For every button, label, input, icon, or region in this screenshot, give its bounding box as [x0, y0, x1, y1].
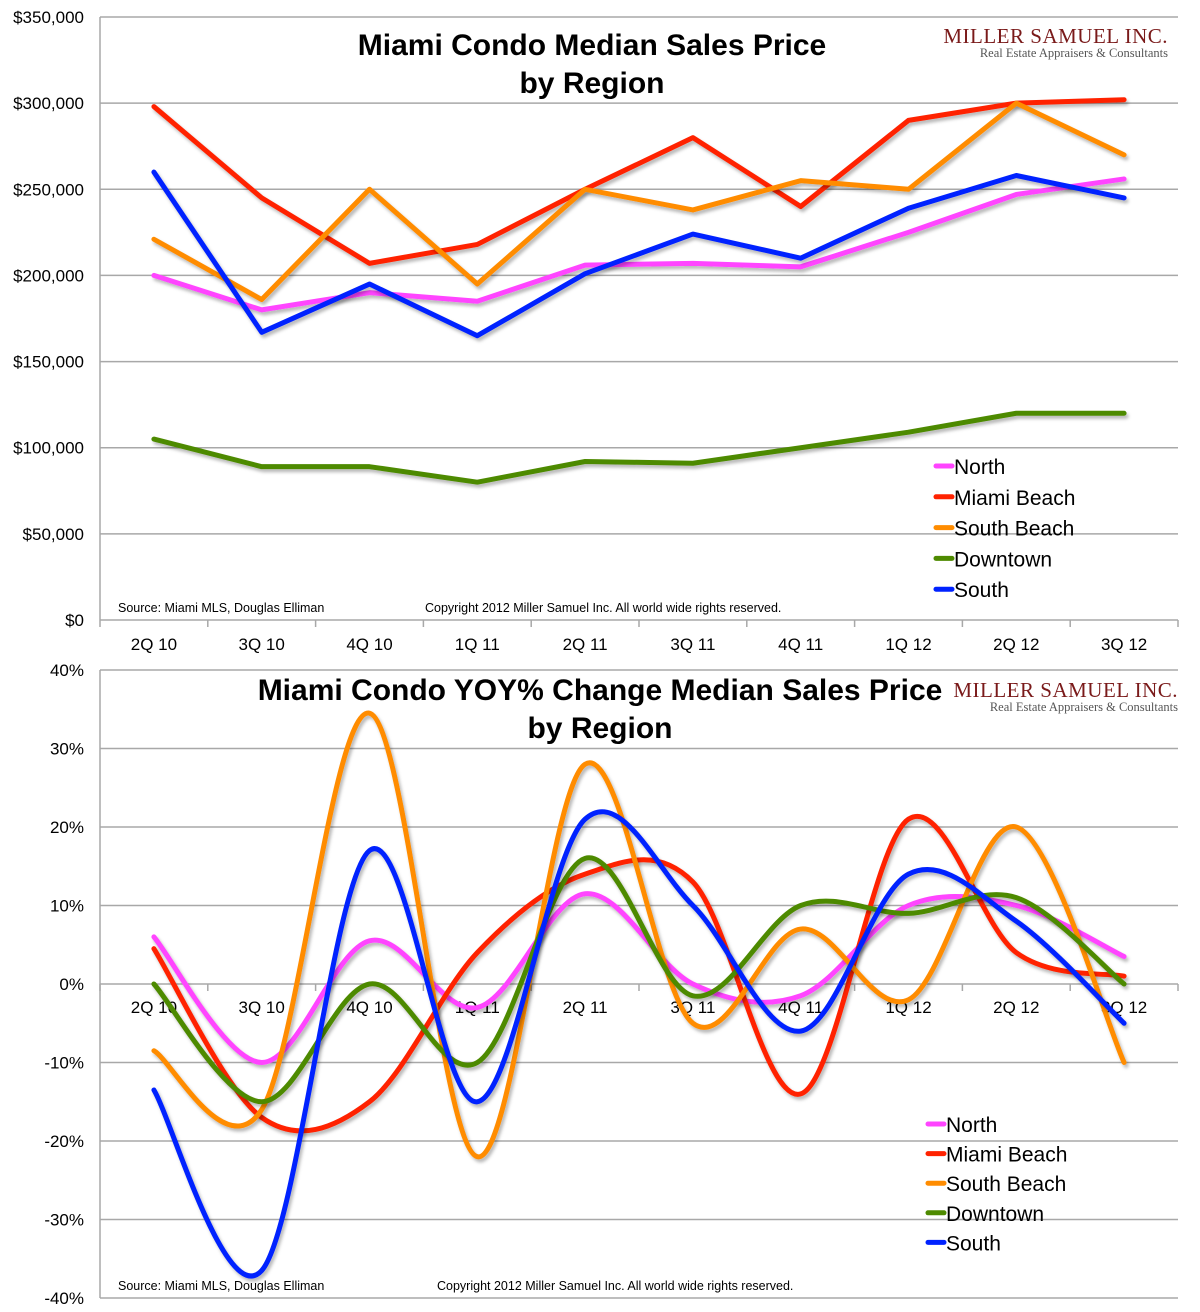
yoy-change-x-tick-label: 4Q 10 [346, 998, 392, 1017]
median-price-chart: $0 $50,000 $100,000 $150,000 $200,000 $250,00… [13, 8, 1179, 654]
yoy-change-title-line-1: Miami Condo YOY% Change Median Sales Pri… [258, 674, 943, 707]
yoy-change-y-tick-label: 20% [50, 818, 84, 837]
median-price-y-tick-label: $0 [65, 611, 84, 630]
median-price-title-line-2: by Region [519, 67, 664, 100]
yoy-change-y-tick-label: -30% [44, 1211, 84, 1230]
yoy-change-x-tick-label: 2Q 11 [563, 998, 608, 1017]
median-price-legend: North Miami Beach South Beach Downtown South [933, 456, 1075, 602]
yoy-change-x-tick-label: 4Q 11 [778, 998, 823, 1017]
median-price-source-note: Source: Miami MLS, Douglas Elliman [118, 601, 324, 615]
yoy-change-copyright-note: Copyright 2012 Miller Samuel Inc. All wo… [437, 1279, 793, 1293]
median-price-y-tick-label: $100,000 [13, 439, 84, 458]
median-price-series-south-beach [151, 100, 1127, 303]
median-price-x-tick-label: 3Q 12 [1101, 635, 1147, 654]
median-price-y-tick-label: $200,000 [13, 266, 84, 285]
median-price-legend-label-downtown: Downtown [954, 548, 1052, 571]
median-price-legend-label-south-beach: South Beach [954, 518, 1074, 541]
yoy-change-y-tick-label: -40% [44, 1289, 84, 1308]
median-price-legend-label-south: South [954, 579, 1009, 602]
yoy-change-series-miami-beach [151, 813, 1127, 1134]
yoy-change-x-tick-label: 2Q 12 [993, 998, 1039, 1017]
yoy-change-series-downtown [151, 855, 1127, 1105]
yoy-change-legend-label-south: South [946, 1232, 1001, 1255]
yoy-change-legend-label-north: North [946, 1114, 997, 1137]
median-price-y-tick-label: $150,000 [13, 353, 84, 372]
yoy-change-chart: -40%-30%-20%-10%0%10%20%30%40% 2Q 10 3Q 1… [44, 661, 1179, 1308]
yoy-change-title-line-2: by Region [527, 712, 672, 745]
yoy-change-series-south-beach [151, 710, 1127, 1160]
brand-tagline: Real Estate Appraisers & Consultants [990, 700, 1178, 714]
median-price-series-downtown [151, 410, 1127, 485]
yoy-change-y-tick-label: 0% [59, 975, 84, 994]
yoy-change-x-tick-label: 3Q 10 [239, 998, 285, 1017]
yoy-change-y-tick-label: 40% [50, 661, 84, 680]
median-price-x-tick-label: 4Q 11 [778, 635, 823, 654]
median-price-legend-label-miami-beach: Miami Beach [954, 487, 1075, 510]
yoy-change-series-south [151, 809, 1127, 1279]
median-price-series-miami-beach [151, 97, 1127, 266]
brand-company-name: MILLER SAMUEL INC. [943, 24, 1168, 48]
median-price-series-south [151, 169, 1127, 339]
median-price-x-tick-label: 3Q 11 [670, 635, 715, 654]
yoy-change-x-ticks: 2Q 10 3Q 10 4Q 10 1Q 11 2Q 11 3Q 11 4Q 11 1Q 12… [131, 998, 1148, 1017]
yoy-change-source-note: Source: Miami MLS, Douglas Elliman [118, 1279, 324, 1293]
median-price-brand-logo: MILLER SAMUEL INC. Real Estate Appraiser… [943, 24, 1168, 60]
median-price-y-tick-label: $250,000 [13, 180, 84, 199]
median-price-title-line-1: Miami Condo Median Sales Price [358, 29, 826, 62]
median-price-x-tick-label: 1Q 11 [455, 635, 500, 654]
yoy-change-legend-label-miami-beach: Miami Beach [946, 1144, 1067, 1167]
yoy-change-y-tick-label: -10% [44, 1054, 84, 1073]
yoy-change-y-ticks: -40% -30% -20% -10% 0% 10% 20% 30% 40% [44, 661, 84, 1308]
yoy-change-series [151, 710, 1127, 1279]
yoy-change-series-north [151, 891, 1127, 1066]
median-price-x-tick-label: 4Q 10 [346, 635, 392, 654]
median-price-y-tick-label: $300,000 [13, 94, 84, 113]
yoy-change-y-tick-label: 10% [50, 897, 84, 916]
median-price-x-ticks: 2Q 10 3Q 10 4Q 10 1Q 11 2Q 11 3Q 11 4Q 11 1Q 12… [131, 635, 1148, 654]
median-price-series-north [151, 176, 1127, 313]
yoy-change-legend-label-south-beach: South Beach [946, 1173, 1066, 1196]
yoy-change-brand-logo: MILLER SAMUEL INC. Real Estate Appraiser… [953, 678, 1178, 714]
median-price-legend-label-north: North [954, 456, 1005, 479]
median-price-y-ticks: $0 $50,000 $100,000 $150,000 $200,000 $250,00… [13, 8, 84, 630]
median-price-y-tick-label: $50,000 [23, 525, 84, 544]
median-price-x-tick-label: 1Q 12 [885, 635, 931, 654]
median-price-copyright-note: Copyright 2012 Miller Samuel Inc. All wo… [425, 601, 781, 615]
brand-tagline: Real Estate Appraisers & Consultants [980, 46, 1168, 60]
median-price-series [151, 97, 1127, 485]
yoy-change-y-tick-label: -20% [44, 1132, 84, 1151]
median-price-gridlines [99, 16, 1179, 627]
median-price-y-tick-label: $350,000 [13, 8, 84, 27]
median-price-x-tick-label: 3Q 10 [239, 635, 285, 654]
median-price-x-tick-label: 2Q 12 [993, 635, 1039, 654]
median-price-x-tick-label: 2Q 11 [563, 635, 608, 654]
yoy-change-y-tick-label: 30% [50, 740, 84, 759]
median-price-x-tick-label: 2Q 10 [131, 635, 177, 654]
yoy-change-legend: North Miami Beach South Beach Downtown South [925, 1114, 1067, 1255]
brand-company-name: MILLER SAMUEL INC. [953, 678, 1178, 702]
yoy-change-legend-label-downtown: Downtown [946, 1203, 1044, 1226]
